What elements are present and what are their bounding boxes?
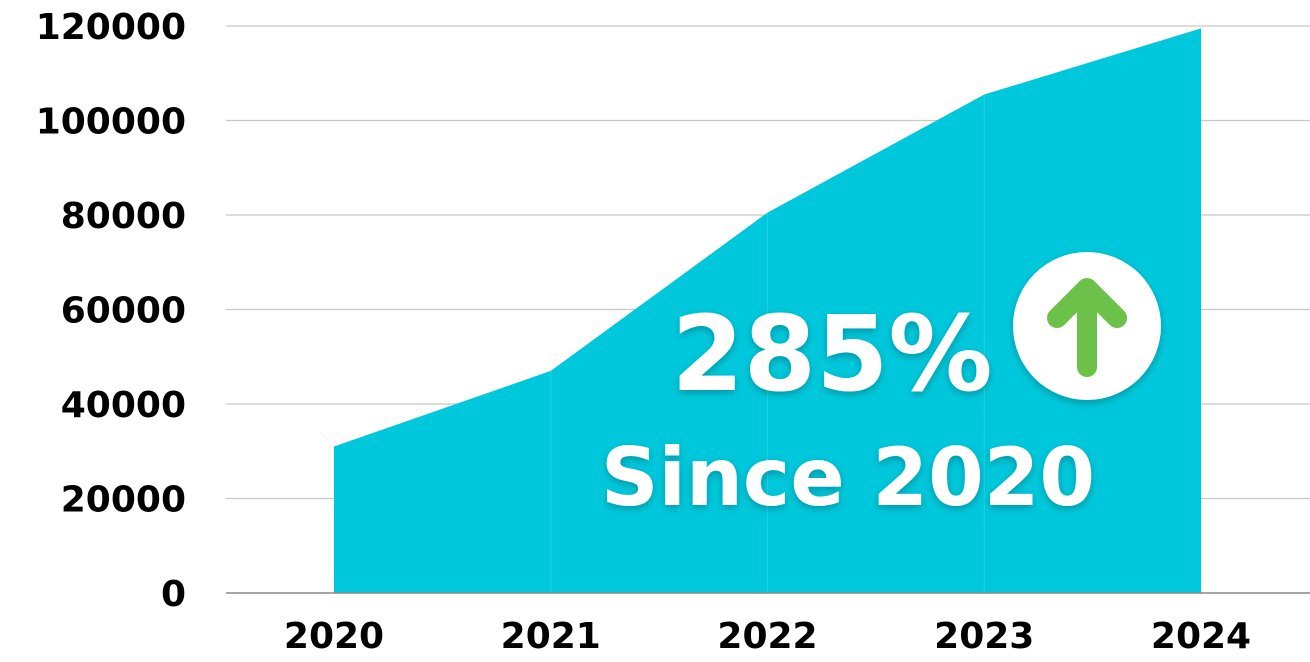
x-tick-label: 2022: [717, 616, 817, 657]
x-axis-tick-labels: 2020 2021 2022 2023 2024: [284, 616, 1251, 657]
area-fill: [334, 28, 1201, 594]
x-tick-label: 2023: [934, 616, 1034, 657]
y-axis-tick-labels: 0 20000 40000 60000 80000 100000 120000: [36, 7, 186, 615]
x-tick-label: 2021: [501, 616, 601, 657]
y-tick-label: 20000: [61, 480, 186, 521]
x-tick-label: 2024: [1151, 616, 1251, 657]
x-tick-label: 2020: [284, 616, 384, 657]
growth-percent: 285%: [671, 293, 992, 415]
y-tick-label: 0: [161, 574, 186, 615]
growth-subtitle: Since 2020: [601, 431, 1095, 524]
area-series: [334, 28, 1201, 594]
y-tick-label: 120000: [36, 7, 186, 48]
y-tick-label: 60000: [61, 291, 186, 332]
growth-callout: 285% Since 2020: [601, 252, 1161, 524]
arrow-up-icon: [1047, 278, 1127, 377]
y-tick-label: 100000: [36, 102, 186, 143]
y-tick-label: 40000: [61, 385, 186, 426]
badge: [1013, 252, 1161, 400]
y-tick-label: 80000: [61, 196, 186, 237]
